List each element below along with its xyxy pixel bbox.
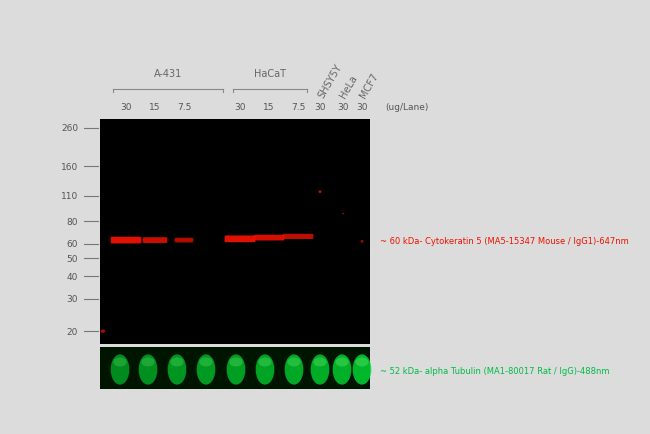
Text: 20: 20 xyxy=(66,327,78,336)
Text: 30: 30 xyxy=(66,295,78,304)
Text: 110: 110 xyxy=(60,192,78,201)
Text: 30: 30 xyxy=(337,102,349,111)
Text: 7.5: 7.5 xyxy=(177,102,191,111)
Text: SHSY5Y: SHSY5Y xyxy=(316,62,343,100)
Text: 30: 30 xyxy=(234,102,246,111)
Text: 50: 50 xyxy=(66,254,78,263)
Text: 7.5: 7.5 xyxy=(291,102,306,111)
Text: 40: 40 xyxy=(66,272,78,281)
Text: 80: 80 xyxy=(66,217,78,226)
Text: (ug/Lane): (ug/Lane) xyxy=(385,102,428,111)
Text: A-431: A-431 xyxy=(154,69,182,79)
Text: MCF7: MCF7 xyxy=(358,71,380,100)
Text: 260: 260 xyxy=(61,124,78,133)
Text: 30: 30 xyxy=(356,102,368,111)
Text: 30: 30 xyxy=(314,102,326,111)
Text: 160: 160 xyxy=(60,162,78,171)
Text: ~ 60 kDa- Cytokeratin 5 (MA5-15347 Mouse / IgG1)-647nm: ~ 60 kDa- Cytokeratin 5 (MA5-15347 Mouse… xyxy=(380,236,629,245)
Text: ~ 52 kDa- alpha Tubulin (MA1-80017 Rat / IgG)-488nm: ~ 52 kDa- alpha Tubulin (MA1-80017 Rat /… xyxy=(380,367,610,376)
Text: 30: 30 xyxy=(120,102,132,111)
Text: 15: 15 xyxy=(150,102,161,111)
Text: 60: 60 xyxy=(66,240,78,249)
Text: HeLa: HeLa xyxy=(338,73,359,100)
Text: 15: 15 xyxy=(263,102,275,111)
Text: HaCaT: HaCaT xyxy=(254,69,286,79)
